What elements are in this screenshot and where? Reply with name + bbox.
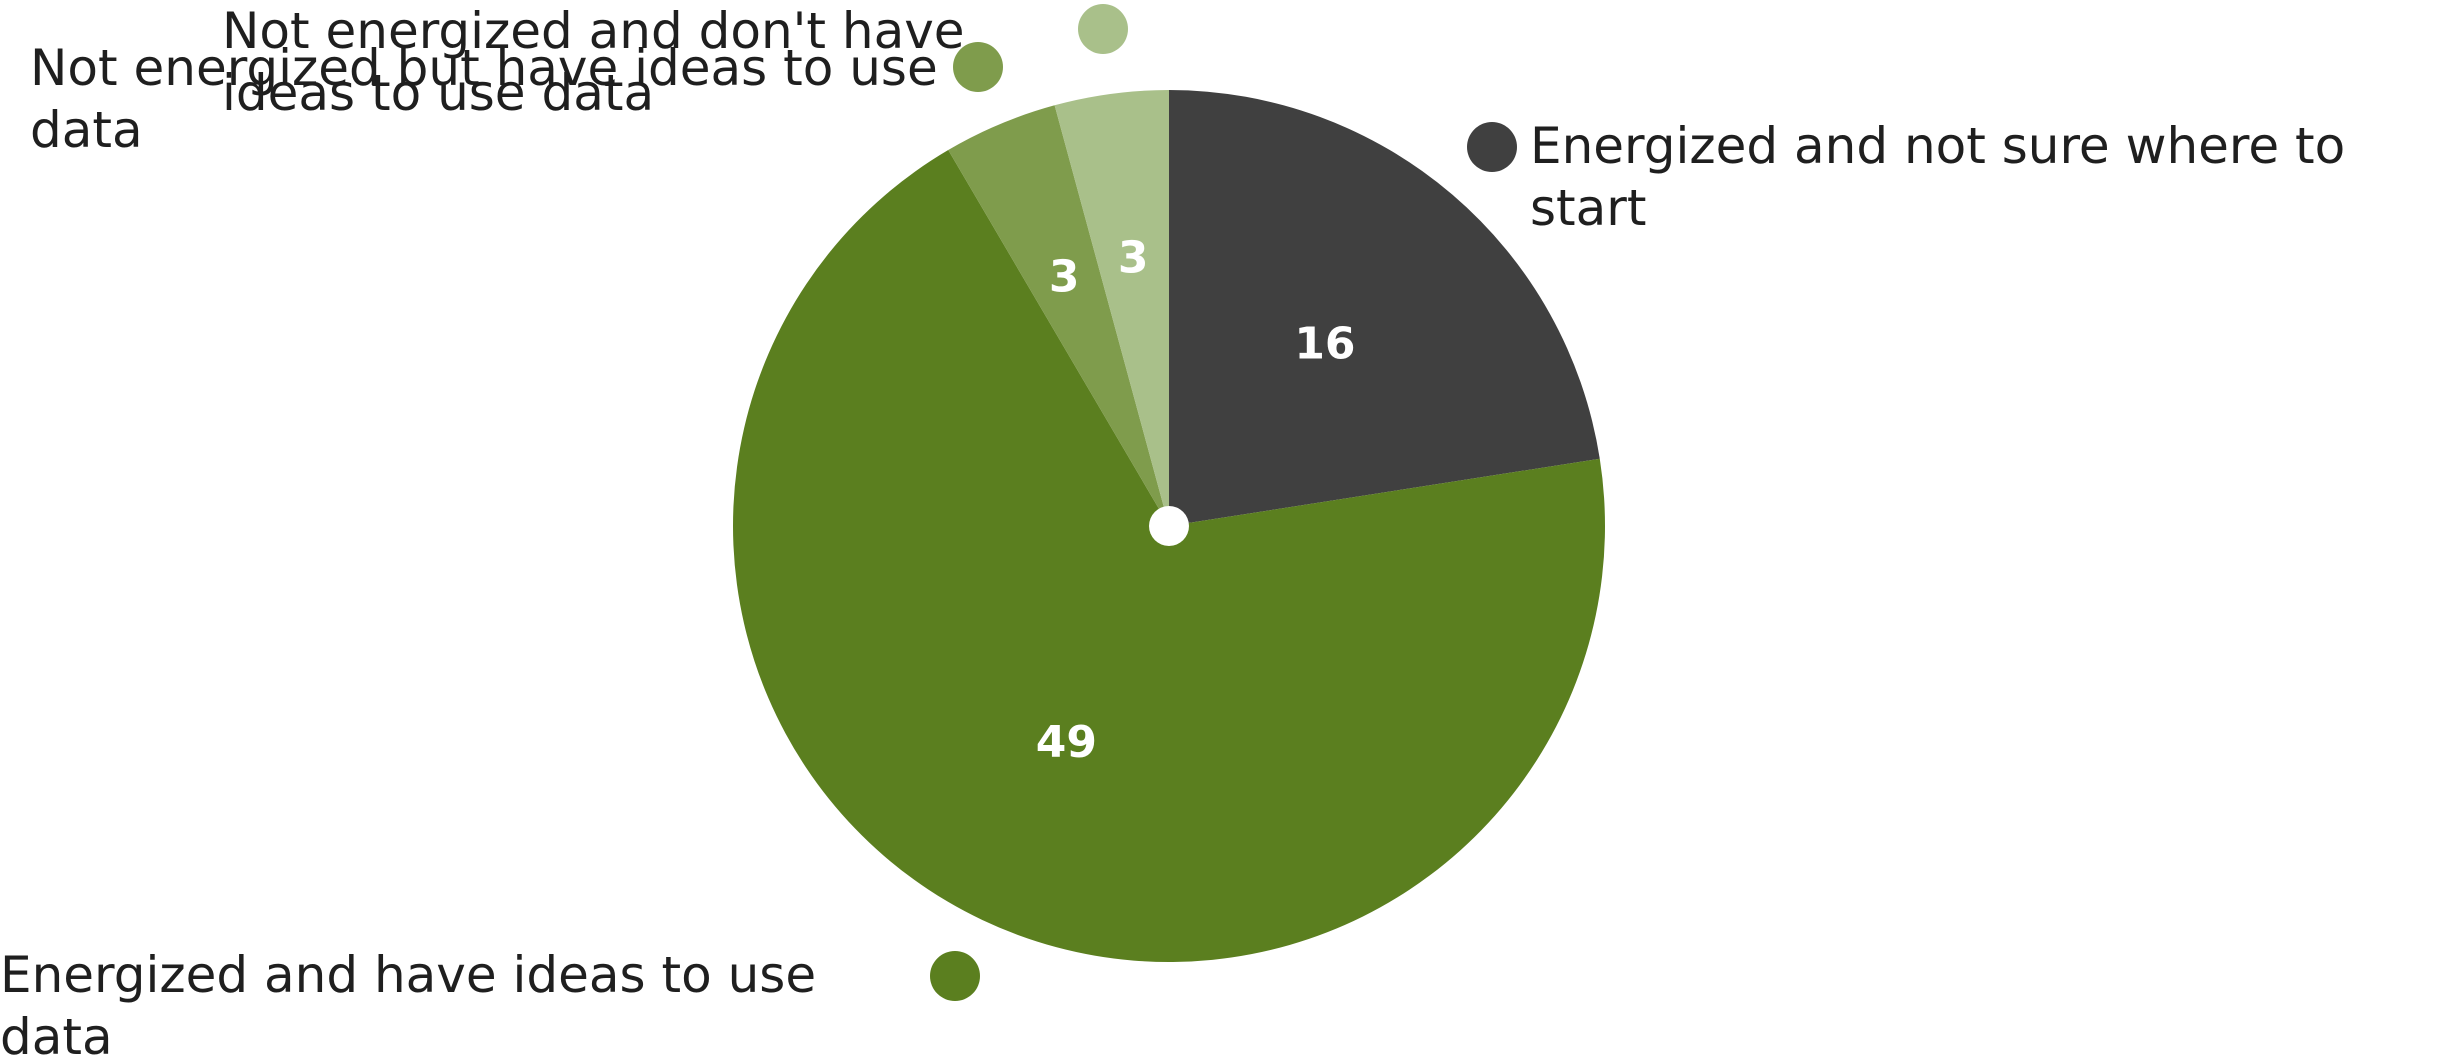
pie-slice-not-energized-no-ideas (1054, 90, 1169, 526)
legend-label-not-energized-have-ideas: Not energized but have ideas to use data (30, 39, 938, 159)
pie-slices (732, 90, 1605, 962)
legend-dot-not-energized-have-ideas (953, 42, 1003, 92)
pie-slice-energized-not-sure (1169, 90, 1600, 526)
pie-value-label: 3 (1049, 251, 1080, 302)
legend-dot-energized-have-ideas (930, 951, 980, 1001)
pie-slice-not-energized-have-ideas (948, 105, 1169, 526)
legend-label-energized-not-sure: Energized and not sure where to start (1530, 117, 2346, 237)
pie-value-label: 3 (1118, 233, 1149, 284)
legend-label-not-energized-no-ideas: Not energized and don't have ideas to us… (222, 2, 965, 122)
legend-label-energized-have-ideas: Energized and have ideas to use data (0, 946, 817, 1062)
legend-dot-not-energized-no-ideas (1078, 4, 1128, 54)
pie-value-label: 49 (1036, 717, 1097, 768)
legend-dot-energized-not-sure (1467, 122, 1517, 172)
pie-slice-labels: 16 49 3 3 (1036, 233, 1356, 769)
pie-value-label: 16 (1294, 318, 1355, 369)
pie-slice-energized-have-ideas (732, 150, 1605, 962)
pie-center-dot (1149, 506, 1189, 546)
